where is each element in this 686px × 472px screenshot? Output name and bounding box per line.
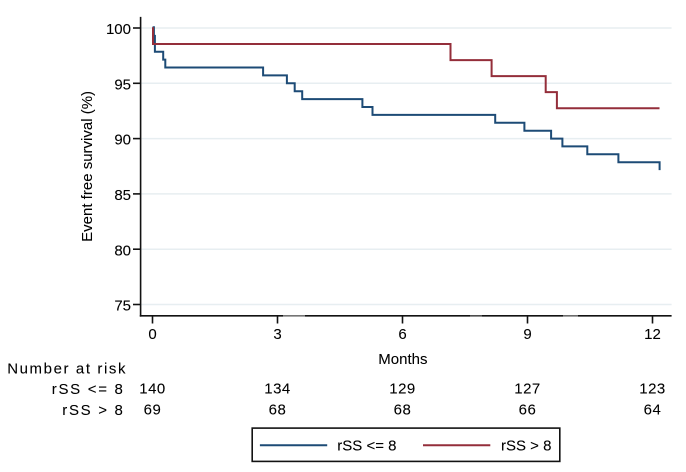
svg-text:rSS > 8: rSS > 8 bbox=[62, 402, 124, 419]
svg-text:80: 80 bbox=[114, 242, 131, 259]
svg-text:100: 100 bbox=[106, 21, 131, 38]
svg-text:123: 123 bbox=[639, 380, 666, 397]
svg-text:Number at risk: Number at risk bbox=[7, 360, 127, 377]
svg-text:134: 134 bbox=[264, 380, 291, 397]
svg-text:Months: Months bbox=[378, 351, 427, 368]
svg-text:0: 0 bbox=[148, 326, 156, 343]
svg-text:6: 6 bbox=[398, 326, 406, 343]
svg-text:3: 3 bbox=[273, 326, 281, 343]
svg-text:12: 12 bbox=[644, 326, 661, 343]
svg-text:9: 9 bbox=[523, 326, 531, 343]
svg-text:rSS <= 8: rSS <= 8 bbox=[337, 438, 396, 455]
svg-text:68: 68 bbox=[394, 402, 412, 419]
svg-text:129: 129 bbox=[389, 380, 416, 397]
svg-text:140: 140 bbox=[139, 380, 166, 397]
svg-text:85: 85 bbox=[114, 187, 131, 204]
svg-text:75: 75 bbox=[114, 298, 131, 315]
svg-text:68: 68 bbox=[269, 402, 287, 419]
svg-text:Event free survival (%): Event free survival (%) bbox=[79, 91, 96, 242]
svg-text:64: 64 bbox=[644, 402, 662, 419]
svg-text:66: 66 bbox=[519, 402, 537, 419]
svg-text:127: 127 bbox=[514, 380, 541, 397]
svg-text:69: 69 bbox=[144, 402, 162, 419]
svg-text:rSS > 8: rSS > 8 bbox=[501, 438, 551, 455]
svg-text:rSS <= 8: rSS <= 8 bbox=[52, 381, 125, 398]
svg-text:95: 95 bbox=[114, 76, 131, 93]
svg-text:90: 90 bbox=[114, 132, 131, 149]
